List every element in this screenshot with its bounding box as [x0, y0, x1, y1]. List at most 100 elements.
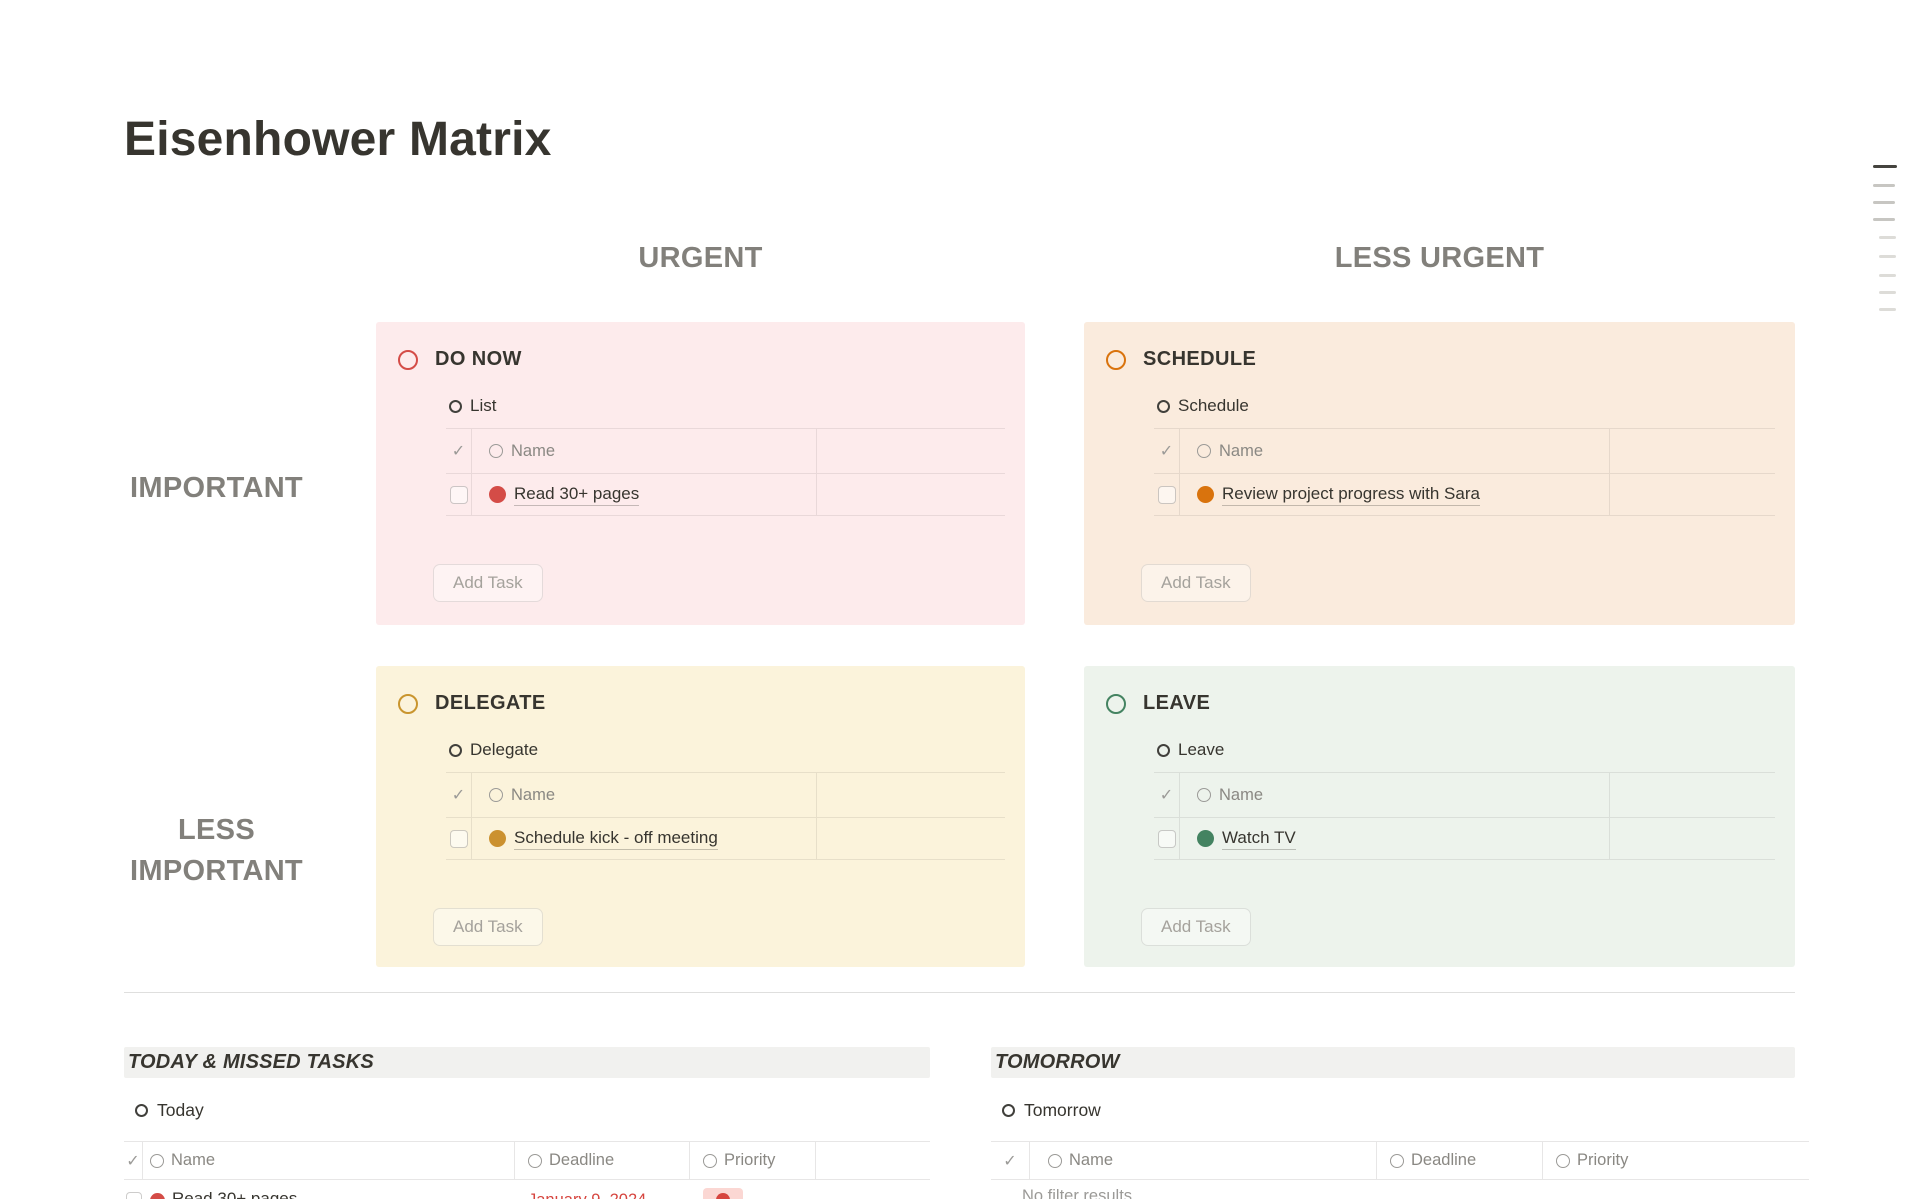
view-tab-label: Leave: [1178, 740, 1225, 759]
row-header-important: IMPORTANT: [130, 472, 303, 504]
task-title-link[interactable]: Watch TV: [1222, 828, 1296, 850]
red-circle-icon: [398, 349, 418, 370]
green-circle-icon: [1106, 693, 1126, 714]
name-property-icon: [489, 788, 503, 802]
check-icon: ✓: [126, 1152, 140, 1170]
check-icon: ✓: [1003, 1152, 1017, 1170]
task-checkbox[interactable]: [449, 829, 468, 848]
column-header-urgent: URGENT: [638, 242, 763, 274]
section-heading-today: TODAY & MISSED TASKS: [124, 1047, 930, 1078]
task-row[interactable]: Review project progress with Sara: [1154, 474, 1775, 516]
view-tab-label: Today: [157, 1100, 204, 1120]
task-row[interactable]: Watch TV: [1154, 818, 1775, 860]
deadline-column-header: Deadline: [1411, 1151, 1477, 1169]
priority-property-icon: [1556, 1153, 1570, 1168]
tomorrow-table: ✓ Name Deadline Priority No filter resul…: [991, 1141, 1809, 1199]
yellow-circle-icon: [398, 693, 418, 714]
quadrant-title: LEAVE: [1143, 692, 1211, 714]
view-circle-icon: [1157, 399, 1170, 413]
task-title-link[interactable]: Read 30+ pages: [514, 484, 640, 506]
quadrant-schedule: SCHEDULE Schedule ✓ Name Review project …: [1084, 322, 1795, 625]
view-circle-icon: [1002, 1104, 1015, 1117]
add-task-button[interactable]: Add Task: [433, 564, 543, 602]
view-circle-icon: [449, 399, 462, 413]
outline-line: [1879, 308, 1896, 311]
task-row[interactable]: Read 30+ pages: [446, 474, 1005, 516]
view-tab-leave[interactable]: Leave: [1157, 740, 1224, 760]
view-circle-icon: [135, 1104, 148, 1117]
quadrant-header: DO NOW: [376, 322, 1025, 371]
orange-circle-icon: [1106, 349, 1126, 370]
task-title-link[interactable]: Schedule kick - off meeting: [514, 828, 718, 850]
priority-property-icon: [703, 1153, 717, 1168]
deadline-property-icon: [528, 1153, 542, 1168]
name-column-header: Name: [171, 1151, 216, 1169]
table-header-row: ✓ Name: [1154, 428, 1775, 474]
table-header-row: ✓ Name Deadline Priority: [991, 1141, 1809, 1180]
quadrant-do-now: DO NOW List ✓ Name Read 30+ pages Add Ta…: [376, 322, 1025, 625]
table-header-row: ✓ Name: [446, 772, 1005, 818]
outline-line: [1879, 291, 1896, 294]
add-task-button[interactable]: Add Task: [433, 908, 543, 946]
priority-dot-icon: [716, 1193, 730, 1199]
priority-tag[interactable]: [703, 1188, 743, 1199]
outline-line: [1873, 201, 1895, 204]
page-title: Eisenhower Matrix: [124, 113, 552, 166]
view-circle-icon: [1157, 743, 1170, 757]
quadrant-title: DELEGATE: [435, 692, 546, 714]
table-header-row: ✓ Name: [446, 428, 1005, 474]
outline-line: [1873, 184, 1895, 187]
name-column-header: Name: [511, 441, 556, 460]
name-property-icon: [1197, 444, 1211, 458]
task-table: ✓ Name Review project progress with Sara: [1154, 428, 1775, 516]
task-row[interactable]: Schedule kick - off meeting: [446, 818, 1005, 860]
view-tab-label: Tomorrow: [1024, 1100, 1101, 1120]
task-title-link[interactable]: Read 30+ pages: [172, 1189, 297, 1199]
priority-column-header: Priority: [724, 1151, 776, 1169]
quadrant-title: SCHEDULE: [1143, 348, 1257, 370]
no-filter-results-message: No filter results: [1022, 1187, 1133, 1199]
quadrant-delegate: DELEGATE Delegate ✓ Name Schedule kick -…: [376, 666, 1025, 967]
task-dot-icon: [489, 830, 506, 847]
name-column-header: Name: [1219, 441, 1264, 460]
table-header-row: ✓ Name: [1154, 772, 1775, 818]
name-property-icon: [489, 444, 503, 458]
name-column-header: Name: [1069, 1151, 1114, 1169]
deadline-property-icon: [1390, 1153, 1404, 1168]
check-icon: ✓: [451, 443, 466, 460]
quadrant-title: DO NOW: [435, 348, 522, 370]
view-tab-list[interactable]: List: [449, 396, 496, 416]
outline-line: [1879, 274, 1896, 277]
task-dot-icon: [489, 486, 506, 503]
add-task-button[interactable]: Add Task: [1141, 908, 1251, 946]
task-row[interactable]: Read 30+ pages January 9, 2024: [124, 1180, 930, 1199]
task-checkbox[interactable]: [449, 485, 468, 504]
outline-line: [1879, 255, 1896, 258]
view-tab-label: Delegate: [470, 740, 539, 759]
today-table: ✓ Name Deadline Priority Read 30+ pages …: [124, 1141, 930, 1199]
task-dot-icon: [150, 1192, 165, 1199]
quadrant-header: LEAVE: [1084, 666, 1795, 715]
task-title-link[interactable]: Review project progress with Sara: [1222, 484, 1480, 506]
name-property-icon: [1197, 788, 1211, 802]
task-dot-icon: [1197, 486, 1214, 503]
page-outline-indicator-icon[interactable]: [1871, 163, 1899, 315]
priority-column-header: Priority: [1577, 1151, 1629, 1169]
view-tab-delegate[interactable]: Delegate: [449, 740, 538, 760]
task-table: ✓ Name Schedule kick - off meeting: [446, 772, 1005, 860]
deadline-column-header: Deadline: [549, 1151, 615, 1169]
horizontal-divider: [124, 992, 1795, 993]
task-checkbox[interactable]: [1157, 485, 1176, 504]
section-heading-label: TOMORROW: [995, 1051, 1120, 1073]
task-table: ✓ Name Read 30+ pages: [446, 428, 1005, 516]
task-checkbox[interactable]: [1157, 829, 1176, 848]
add-task-button[interactable]: Add Task: [1141, 564, 1251, 602]
outline-line: [1873, 165, 1897, 168]
task-checkbox[interactable]: [125, 1192, 142, 1199]
view-tab-tomorrow[interactable]: Tomorrow: [1002, 1100, 1101, 1121]
view-tab-schedule[interactable]: Schedule: [1157, 396, 1249, 416]
view-circle-icon: [449, 743, 462, 757]
view-tab-today[interactable]: Today: [135, 1100, 204, 1121]
section-heading-tomorrow: TOMORROW: [991, 1047, 1795, 1078]
